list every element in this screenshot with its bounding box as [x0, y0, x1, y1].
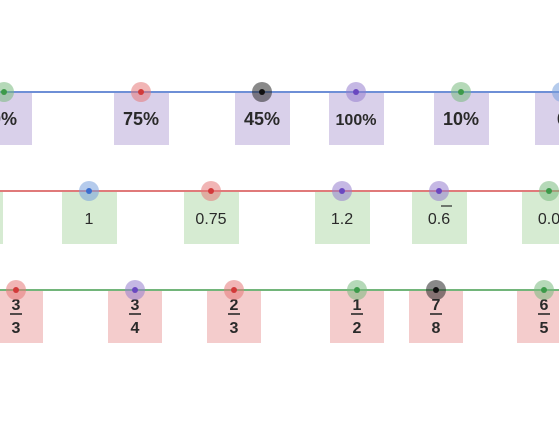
card-label: 10% — [443, 109, 479, 129]
point-marker[interactable] — [426, 280, 446, 300]
point-marker[interactable] — [6, 280, 26, 300]
marker-dot — [138, 89, 144, 95]
fraction-numerator: 6 — [540, 297, 549, 314]
marker-dot — [541, 287, 547, 293]
card-label: 0.6 — [428, 211, 450, 228]
marker-dot — [436, 188, 442, 194]
point-marker[interactable] — [201, 181, 221, 201]
marker-dot — [259, 89, 265, 95]
point-marker[interactable] — [0, 82, 14, 102]
card-label: 0.75 — [195, 211, 226, 228]
point-marker[interactable] — [224, 280, 244, 300]
point-marker[interactable] — [79, 181, 99, 201]
card-label: 6 — [557, 109, 559, 129]
value-card[interactable] — [0, 191, 3, 244]
marker-halo — [552, 82, 559, 102]
marker-dot — [13, 287, 19, 293]
decimal-row: 1 0.75 1.2 0.6 0.0 — [0, 181, 559, 244]
marker-dot — [353, 89, 359, 95]
value-card[interactable]: 65 — [517, 290, 559, 343]
fraction-numerator: 7 — [432, 297, 441, 314]
card-label: 1.2 — [331, 211, 353, 228]
point-marker[interactable] — [131, 82, 151, 102]
fraction-numerator: 3 — [131, 297, 140, 314]
point-marker[interactable] — [332, 181, 352, 201]
card-background — [517, 290, 559, 343]
card-label: 1 — [85, 211, 94, 228]
fraction-numerator: 2 — [230, 297, 239, 314]
card-background — [0, 191, 3, 244]
point-marker[interactable] — [534, 280, 554, 300]
marker-dot — [546, 188, 552, 194]
card-label: 100% — [336, 112, 377, 129]
point-marker[interactable] — [429, 181, 449, 201]
fraction-denominator: 5 — [540, 320, 549, 337]
value-card[interactable]: 33 — [0, 290, 43, 343]
value-card[interactable]: 10% — [434, 92, 489, 145]
fraction-denominator: 2 — [353, 320, 362, 337]
card-background — [0, 290, 43, 343]
card-label: 0.0 — [538, 211, 559, 228]
card-background — [535, 92, 559, 145]
value-card[interactable]: 78 — [409, 290, 463, 343]
point-marker[interactable] — [346, 82, 366, 102]
marker-dot — [1, 89, 7, 95]
marker-dot — [433, 287, 439, 293]
card-label: 45% — [244, 109, 280, 129]
point-marker[interactable] — [125, 280, 145, 300]
fraction-numerator: 3 — [12, 297, 21, 314]
marker-dot — [231, 287, 237, 293]
fraction-denominator: 8 — [432, 320, 441, 337]
marker-dot — [86, 188, 92, 194]
fraction-denominator: 3 — [230, 320, 239, 337]
value-card[interactable]: 6 — [535, 92, 559, 145]
point-marker[interactable] — [252, 82, 272, 102]
fraction-denominator: 4 — [131, 320, 140, 337]
fraction-denominator: 3 — [12, 320, 21, 337]
marker-dot — [132, 287, 138, 293]
value-card[interactable]: 45% — [235, 92, 290, 145]
fraction-numerator: 1 — [353, 297, 362, 314]
card-label: 0% — [0, 109, 17, 129]
point-marker[interactable] — [347, 280, 367, 300]
value-card[interactable]: 0.6 — [412, 191, 467, 244]
marker-dot — [354, 287, 360, 293]
marker-dot — [208, 188, 214, 194]
card-label: 75% — [123, 109, 159, 129]
point-marker[interactable] — [552, 82, 559, 102]
marker-dot — [339, 188, 345, 194]
marker-dot — [458, 89, 464, 95]
point-marker[interactable] — [451, 82, 471, 102]
value-card[interactable]: 100% — [329, 92, 384, 145]
percent-row: 0% 75% 45% 100% 10% 6 — [0, 82, 559, 145]
point-marker[interactable] — [539, 181, 559, 201]
